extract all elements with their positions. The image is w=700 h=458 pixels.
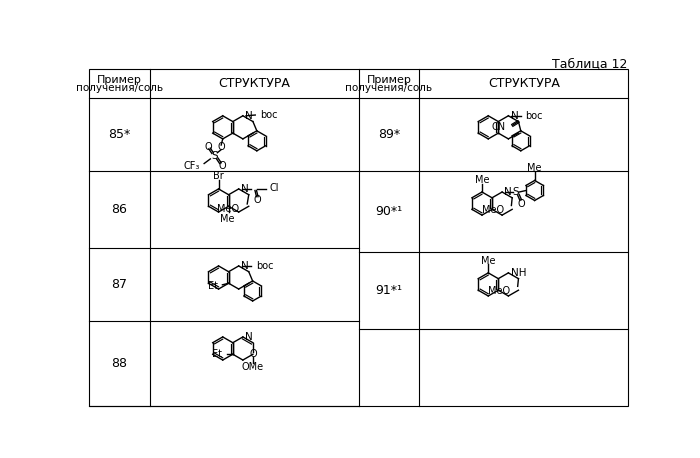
Text: получения/соль: получения/соль bbox=[345, 83, 433, 93]
Text: получения/соль: получения/соль bbox=[76, 83, 163, 93]
Text: MeO: MeO bbox=[216, 203, 239, 213]
Text: СТРУКТУРА: СТРУКТУРА bbox=[488, 77, 560, 90]
Text: N: N bbox=[511, 111, 519, 121]
Text: Me: Me bbox=[527, 163, 542, 173]
Text: 88: 88 bbox=[111, 357, 127, 370]
Text: Me: Me bbox=[220, 213, 235, 224]
Text: Me: Me bbox=[475, 174, 489, 185]
Text: Пример: Пример bbox=[367, 75, 412, 85]
Text: O: O bbox=[218, 161, 226, 171]
Text: Et: Et bbox=[208, 281, 218, 291]
Text: O: O bbox=[253, 195, 261, 205]
Text: Пример: Пример bbox=[97, 75, 141, 85]
Text: N: N bbox=[245, 332, 253, 342]
Text: Et: Et bbox=[212, 349, 222, 359]
Text: Br: Br bbox=[214, 171, 224, 181]
Text: MeO: MeO bbox=[482, 205, 504, 215]
Text: Cl: Cl bbox=[270, 183, 279, 193]
Text: O: O bbox=[249, 349, 257, 359]
Text: CF₃: CF₃ bbox=[183, 161, 199, 171]
Text: boc: boc bbox=[526, 111, 543, 121]
Text: 91*¹: 91*¹ bbox=[375, 284, 402, 297]
Text: N: N bbox=[245, 111, 253, 121]
Text: 86: 86 bbox=[111, 203, 127, 216]
Text: N: N bbox=[241, 184, 248, 194]
Text: N: N bbox=[505, 187, 512, 197]
Text: Me: Me bbox=[481, 256, 496, 266]
Text: O: O bbox=[204, 142, 212, 152]
Text: NH: NH bbox=[511, 268, 526, 278]
Text: boc: boc bbox=[260, 110, 277, 120]
Text: O: O bbox=[518, 199, 525, 208]
Text: O: O bbox=[218, 142, 225, 152]
Text: СТРУКТУРА: СТРУКТУРА bbox=[218, 77, 290, 90]
Text: Таблица 12: Таблица 12 bbox=[552, 57, 628, 70]
Text: OMe: OMe bbox=[242, 361, 264, 371]
Text: N: N bbox=[241, 261, 248, 271]
Text: 85*: 85* bbox=[108, 128, 130, 141]
Text: CN: CN bbox=[492, 122, 506, 132]
Text: 89*: 89* bbox=[378, 128, 400, 141]
Text: S: S bbox=[512, 187, 519, 197]
Text: MeO: MeO bbox=[488, 286, 510, 296]
Text: S: S bbox=[211, 151, 218, 161]
Text: 90*¹: 90*¹ bbox=[375, 205, 402, 218]
Text: 87: 87 bbox=[111, 278, 127, 291]
Text: boc: boc bbox=[256, 261, 273, 271]
